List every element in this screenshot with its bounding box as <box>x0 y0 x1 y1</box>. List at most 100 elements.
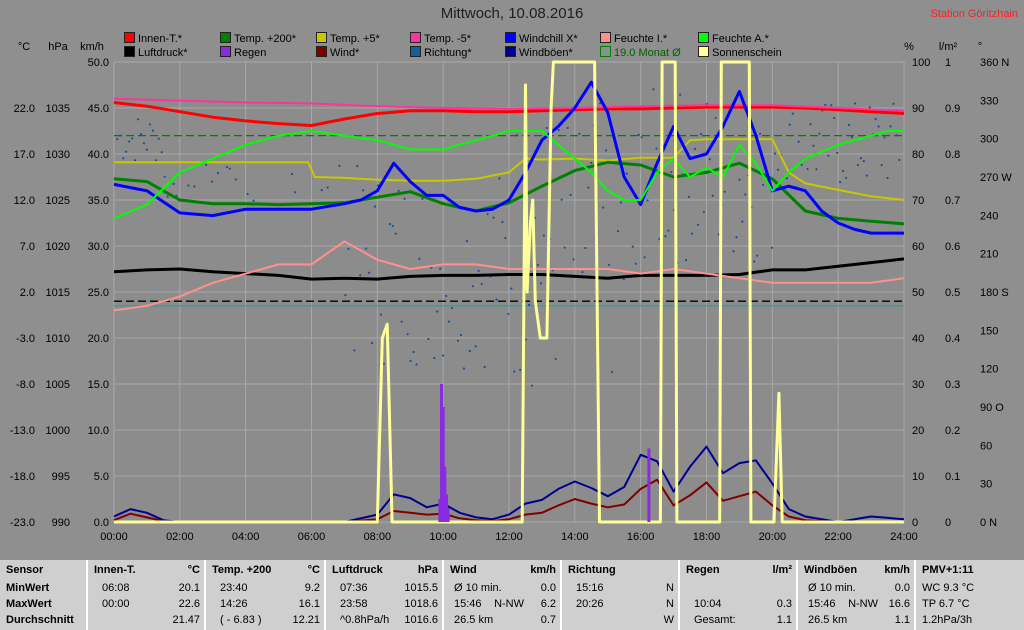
direction-dot <box>812 144 815 147</box>
direction-dot <box>193 185 196 188</box>
y-tick-label-right-0: 20 <box>912 425 924 437</box>
direction-dot <box>471 285 474 288</box>
stats-cell: 20.1 <box>178 582 200 594</box>
y-tick-label-1: 1000 <box>46 425 70 437</box>
y-tick-label-2: 0.0 <box>94 517 109 529</box>
direction-dot <box>886 176 889 180</box>
y-tick-label-2: 50.0 <box>88 57 109 69</box>
direction-dot <box>684 259 688 262</box>
legend-swatch <box>410 32 421 43</box>
legend-item: Temp. +200* <box>220 32 296 45</box>
direction-dot <box>439 267 442 270</box>
stats-cell: 12.21 <box>292 614 320 626</box>
direction-dot <box>732 250 735 253</box>
stats-unit: hPa <box>417 564 438 576</box>
stats-cell: 23:58 <box>340 598 368 610</box>
legend-swatch <box>316 46 327 57</box>
direction-dot <box>679 93 682 96</box>
y-tick-label-right-1: 0.7 <box>945 195 960 207</box>
direction-dot <box>856 163 860 167</box>
direction-dot <box>456 339 460 342</box>
direction-dot <box>131 137 134 140</box>
stats-cell: 23:40 <box>220 582 248 594</box>
x-tick-label: 14:00 <box>561 531 589 543</box>
direction-dot <box>166 195 169 198</box>
legend-item: Windböen* <box>505 46 573 59</box>
direction-dot <box>356 165 359 168</box>
direction-dot <box>418 257 421 260</box>
y-tick-label-right-1: 1 <box>945 57 951 69</box>
x-tick-label: 12:00 <box>495 531 523 543</box>
series-line-feuchte-i- <box>113 240 905 312</box>
direction-dot <box>690 232 694 235</box>
legend-item: Sonnenschein <box>698 46 782 59</box>
direction-dot <box>578 132 581 135</box>
legend-swatch <box>600 46 611 57</box>
direction-dot <box>216 171 220 175</box>
stats-cell: ( - 6.83 ) <box>220 614 262 626</box>
y-tick-label-right-1: 0.3 <box>945 379 960 391</box>
direction-dot <box>687 195 691 198</box>
legend-item: Richtung* <box>410 46 472 59</box>
stats-cell: 22.6 <box>178 598 200 610</box>
direction-dot <box>483 365 486 369</box>
direction-dot <box>770 246 774 249</box>
direction-dot <box>735 236 738 239</box>
direction-dot <box>370 341 374 345</box>
direction-dot <box>738 178 741 181</box>
stats-cell: WC 9.3 °C <box>922 582 975 594</box>
stats-cell: N-NW <box>494 598 524 610</box>
direction-dot <box>290 172 294 176</box>
legend-swatch <box>505 32 516 43</box>
direction-dot <box>634 262 637 265</box>
axis-labels: 00:00 02:00 04:00 06:00 08:00 10:00 12:00 14:00… <box>10 41 1012 543</box>
direction-dot <box>889 125 892 128</box>
direction-dot <box>640 136 643 139</box>
legend-item: Luftdruck* <box>124 46 188 59</box>
direction-dot <box>862 159 865 163</box>
y-tick-label-right-2: 180 S <box>980 287 1009 299</box>
direction-dot <box>833 116 836 120</box>
direction-dot <box>151 129 154 132</box>
direction-dot <box>498 177 501 180</box>
y-tick-label-right-1: 0.8 <box>945 149 960 161</box>
stats-col-regen: Regen l/m² 10:04 0.3 Gesamt: 1.1 <box>678 560 796 630</box>
direction-dot <box>225 165 229 169</box>
direction-dot <box>462 367 466 370</box>
direction-dot <box>759 132 762 135</box>
legend-item: 19.0 Monat Ø <box>600 46 681 59</box>
direction-dot <box>874 118 877 121</box>
direction-dot <box>338 164 341 167</box>
direction-dot <box>714 116 717 120</box>
direction-dot <box>850 136 854 139</box>
y-tick-label-right-0: 30 <box>912 379 924 391</box>
y-tick-label-right-2: 240 <box>980 210 998 222</box>
direction-dot <box>379 313 383 316</box>
direction-dot <box>670 170 673 174</box>
direction-dot <box>145 148 149 151</box>
legend-label: Richtung* <box>424 47 472 59</box>
y-tick-label-1: 1030 <box>46 149 70 161</box>
direction-dot <box>474 345 477 348</box>
direction-dot <box>187 184 190 187</box>
stats-unit: °C <box>187 564 200 576</box>
direction-dot <box>450 307 454 310</box>
legend-item: Temp. -5* <box>410 32 471 45</box>
direction-dot <box>495 298 498 301</box>
direction-dot <box>362 189 365 192</box>
legend-label: Luftdruck* <box>138 47 188 59</box>
rain-bar <box>438 499 442 522</box>
direction-dot <box>880 163 883 167</box>
legend-item: Feuchte A.* <box>698 32 769 45</box>
direction-dot <box>610 370 614 374</box>
direction-dot <box>797 140 800 143</box>
y-tick-label-0: 17.0 <box>14 149 35 161</box>
direction-dot <box>442 354 445 357</box>
stats-cell: 6.2 <box>540 598 556 610</box>
direction-dot <box>347 247 350 251</box>
y-tick-label-right-2: 330 <box>980 95 998 107</box>
stats-col-windboeen: Windböen km/h Ø 10 min. 0.0 15:46 N-NW 16.6 26.… <box>796 560 914 630</box>
rain-bar <box>441 407 445 522</box>
direction-dot <box>619 201 623 204</box>
y-tick-label-1: 1025 <box>46 195 70 207</box>
